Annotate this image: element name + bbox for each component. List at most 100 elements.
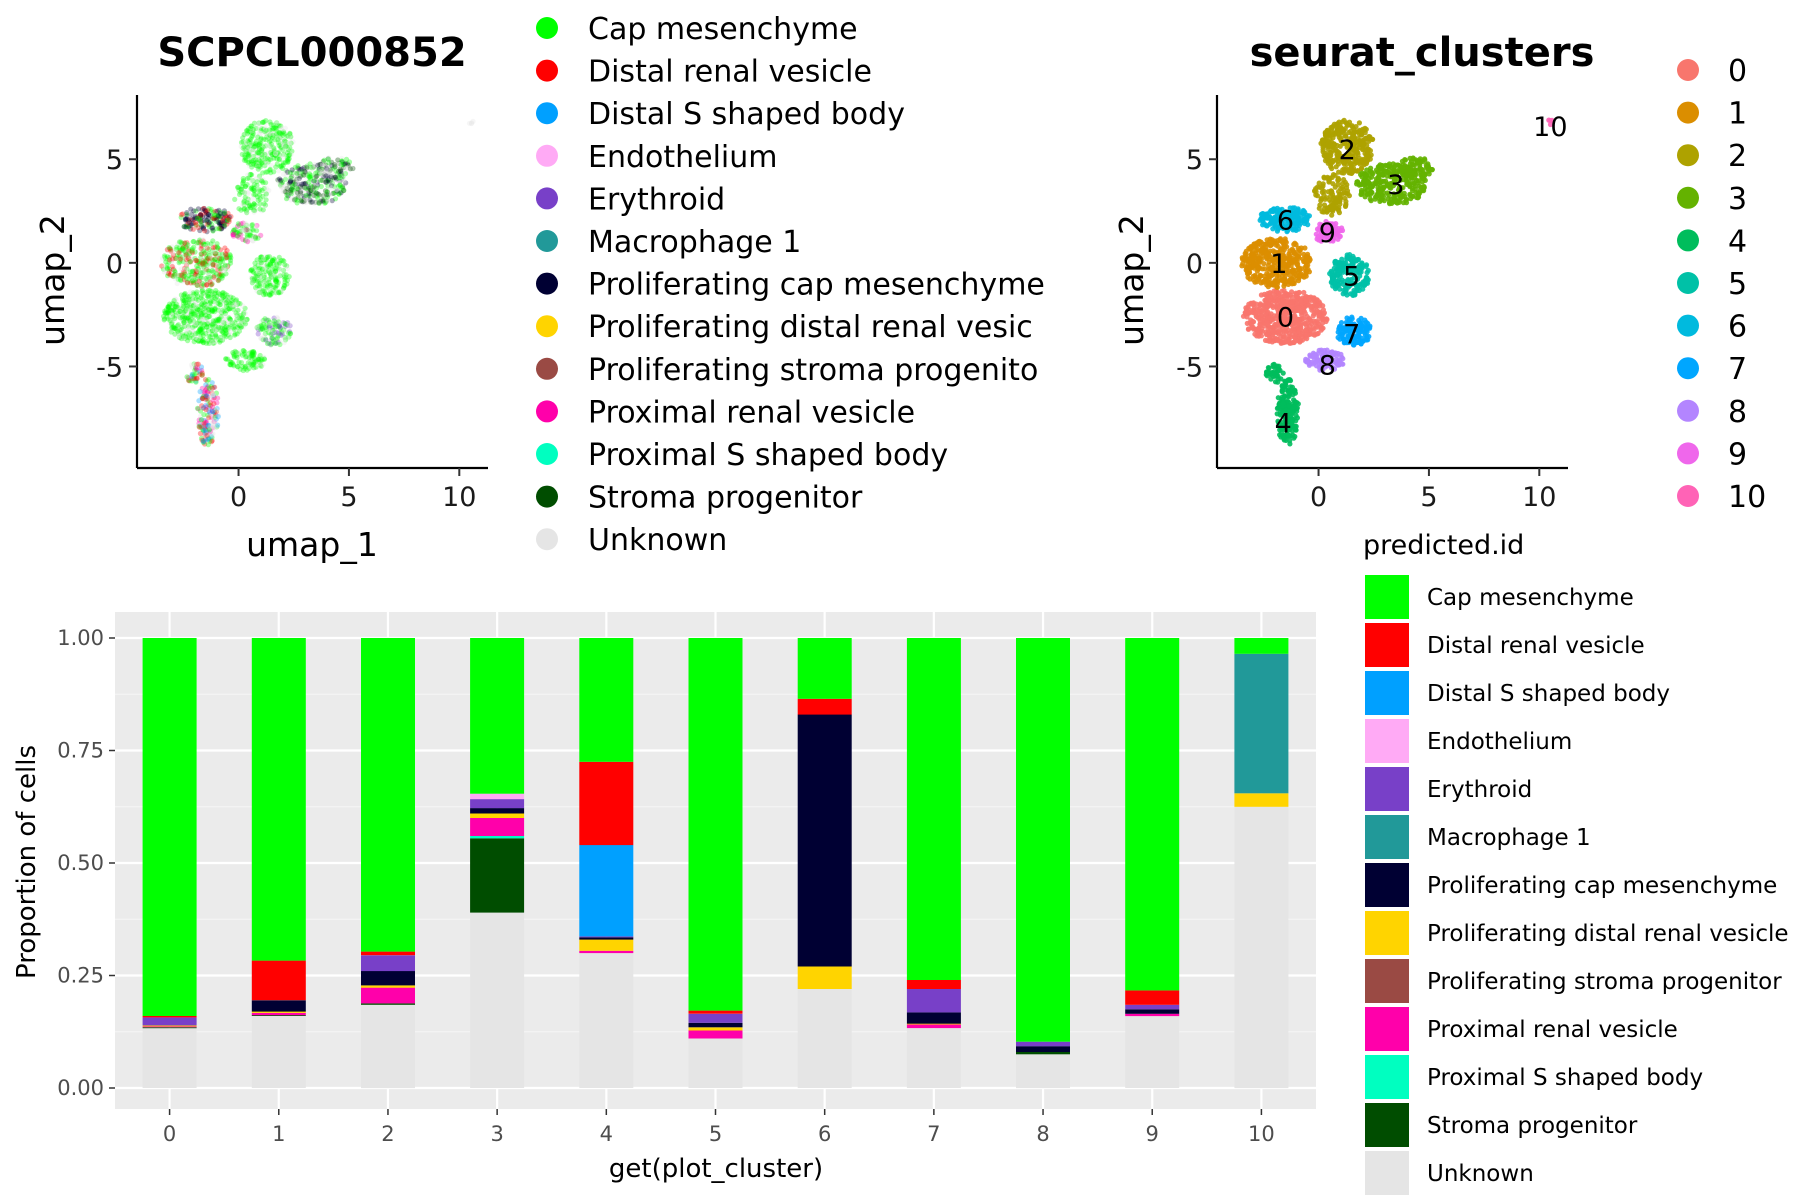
umap-point xyxy=(277,266,283,272)
umap-point xyxy=(276,289,282,296)
umap-point xyxy=(1364,270,1370,276)
umap-point xyxy=(165,271,172,277)
umap-point xyxy=(1302,245,1308,251)
umap-point xyxy=(224,263,231,269)
umap-point xyxy=(160,266,167,272)
umap-point xyxy=(224,254,230,260)
umap-point xyxy=(212,320,218,326)
umap-point xyxy=(1318,327,1324,333)
umap-point xyxy=(194,263,200,269)
umap-point xyxy=(217,255,223,262)
umap-point xyxy=(184,279,190,285)
umap-point xyxy=(204,263,210,270)
umap-point xyxy=(195,270,201,276)
umap-point xyxy=(255,361,261,367)
umap-point xyxy=(221,320,227,326)
umap-point xyxy=(1250,300,1256,306)
umap-point xyxy=(163,310,169,316)
umap-point xyxy=(180,332,186,338)
umap-point xyxy=(1364,152,1370,158)
umap-point xyxy=(206,376,212,383)
umap-point xyxy=(1281,241,1287,247)
umap-point xyxy=(183,311,189,318)
umap-point xyxy=(237,301,243,307)
umap-point xyxy=(185,303,191,309)
umap-point xyxy=(241,310,247,316)
umap-point xyxy=(1302,220,1308,227)
umap-point xyxy=(198,330,204,336)
umap-point xyxy=(1287,252,1293,259)
umap-predicted-ylabel: umap_2 xyxy=(33,214,72,346)
umap-point xyxy=(213,288,219,294)
umap-point xyxy=(161,264,167,271)
umap-point xyxy=(1295,317,1302,323)
umap-point xyxy=(182,240,188,246)
umap-point xyxy=(164,248,171,254)
umap-point xyxy=(212,257,218,263)
umap-point xyxy=(170,307,176,313)
legend-label: Proximal S shaped body xyxy=(588,438,948,473)
umap-point xyxy=(271,169,277,175)
umap-point xyxy=(180,334,186,340)
umap-point xyxy=(1403,168,1409,174)
umap-point xyxy=(175,330,181,337)
umap-point xyxy=(1272,294,1278,300)
umap-point xyxy=(207,300,213,307)
umap-point xyxy=(216,294,222,301)
umap-point xyxy=(1268,208,1274,214)
umap-point xyxy=(185,318,191,324)
umap-point xyxy=(236,315,242,321)
legend-swatch xyxy=(536,400,558,423)
umap-point xyxy=(211,273,217,279)
umap-point xyxy=(191,291,197,297)
umap-point xyxy=(166,270,172,276)
umap-point xyxy=(245,151,251,157)
umap-point xyxy=(209,307,215,313)
umap-point xyxy=(1340,361,1346,367)
umap-point xyxy=(190,270,196,276)
umap-point xyxy=(238,221,244,227)
umap-point xyxy=(206,306,212,312)
umap-point xyxy=(1297,272,1303,278)
umap-point xyxy=(166,306,172,312)
umap-point xyxy=(215,300,221,306)
umap-point xyxy=(185,253,191,259)
legend-swatch xyxy=(536,357,558,380)
umap-point xyxy=(172,273,178,279)
umap-point xyxy=(191,238,197,245)
umap-point xyxy=(184,307,190,313)
umap-point xyxy=(199,320,206,326)
umap-point xyxy=(285,156,291,163)
umap-point xyxy=(191,279,197,285)
umap-point xyxy=(198,265,204,271)
umap-point xyxy=(240,236,246,243)
umap-point xyxy=(195,265,201,271)
umap-point xyxy=(289,183,295,189)
umap-point xyxy=(192,321,198,327)
umap-point xyxy=(303,192,309,198)
umap-point xyxy=(228,319,234,325)
umap-point xyxy=(205,211,211,217)
umap-point xyxy=(191,313,197,319)
umap-point xyxy=(188,318,194,324)
umap-point xyxy=(236,312,242,318)
umap-point xyxy=(225,298,232,305)
umap-point xyxy=(201,260,208,266)
umap-point xyxy=(1364,157,1370,164)
umap-point xyxy=(215,278,222,284)
umap-point xyxy=(184,306,190,312)
umap-point xyxy=(170,309,176,316)
umap-point xyxy=(180,244,186,250)
umap-point xyxy=(204,298,210,304)
umap-point xyxy=(214,316,220,322)
umap-point xyxy=(248,267,255,273)
umap-point xyxy=(223,271,229,277)
umap-point xyxy=(205,268,211,274)
umap-point xyxy=(191,244,197,250)
umap-point xyxy=(210,319,216,325)
umap-point xyxy=(217,308,224,314)
umap-point xyxy=(222,325,228,331)
umap-clusters-points xyxy=(1239,117,1555,447)
umap-point xyxy=(185,292,191,298)
umap-point xyxy=(189,248,195,254)
